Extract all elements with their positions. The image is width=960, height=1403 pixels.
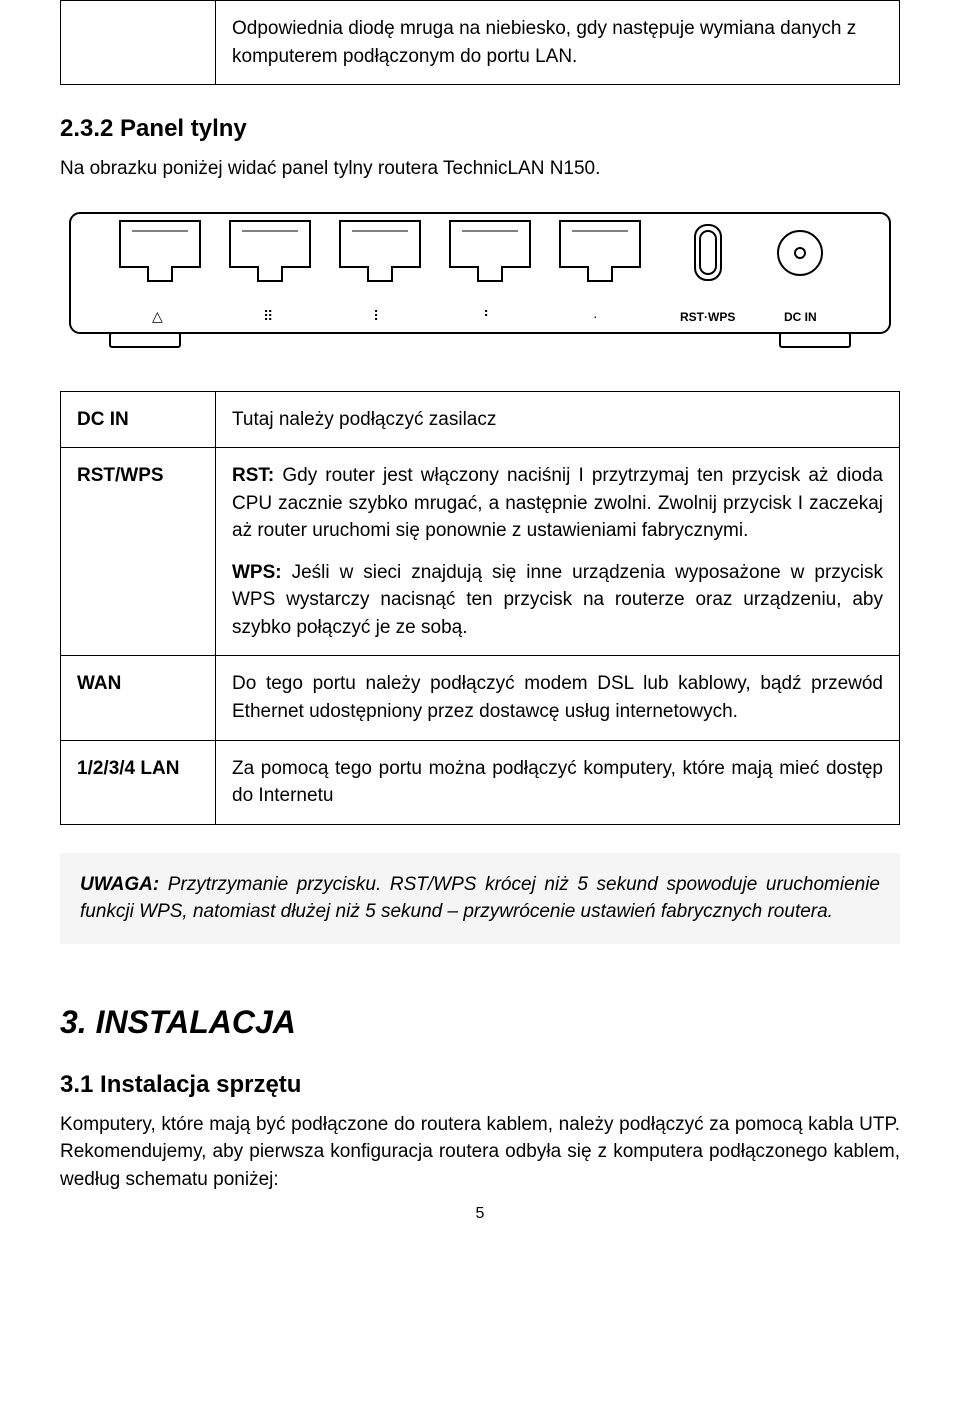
svg-text:RST·WPS: RST·WPS bbox=[680, 310, 735, 324]
dc-in-label: DC IN bbox=[61, 391, 216, 448]
rst-wps-desc: RST: Gdy router jest włączony naciśnij I… bbox=[216, 448, 900, 656]
svg-text:⠃: ⠃ bbox=[483, 308, 493, 324]
wps-bold: WPS: bbox=[232, 562, 282, 583]
svg-text:△: △ bbox=[152, 308, 163, 324]
svg-text:⠇: ⠇ bbox=[373, 308, 383, 324]
lan-desc: Za pomocą tego portu można podłączyć kom… bbox=[216, 740, 900, 824]
section-31-heading: 3.1 Instalacja sprzętu bbox=[60, 1071, 900, 1099]
wps-text: Jeśli w sieci znajdują się inne urządzen… bbox=[232, 562, 883, 638]
rst-text: Gdy router jest włączony naciśnij I przy… bbox=[232, 465, 883, 541]
svg-text:⠿: ⠿ bbox=[263, 308, 273, 324]
table-row: RST/WPS RST: Gdy router jest włączony na… bbox=[61, 448, 900, 656]
note-box: UWAGA: Przytrzymanie przycisku. RST/WPS … bbox=[60, 853, 900, 944]
led-row-desc: Odpowiednia diodę mruga na niebiesko, gd… bbox=[216, 1, 900, 85]
table-row: WAN Do tego portu należy podłączyć modem… bbox=[61, 656, 900, 740]
section-232-heading: 2.3.2 Panel tylny bbox=[60, 115, 900, 143]
svg-text:DC IN: DC IN bbox=[784, 310, 817, 324]
page-number: 5 bbox=[60, 1205, 900, 1223]
router-rear-panel-diagram: △ ⠿ ⠇ ⠃ · RST·WPS DC IN bbox=[60, 203, 900, 363]
wan-desc: Do tego portu należy podłączyć modem DSL… bbox=[216, 656, 900, 740]
led-row-label bbox=[61, 1, 216, 85]
rst-bold: RST: bbox=[232, 465, 274, 486]
table-row: 1/2/3/4 LAN Za pomocą tego portu można p… bbox=[61, 740, 900, 824]
lan-label: 1/2/3/4 LAN bbox=[61, 740, 216, 824]
led-description-table-fragment: Odpowiednia diodę mruga na niebiesko, gd… bbox=[60, 0, 900, 85]
table-row: DC IN Tutaj należy podłączyć zasilacz bbox=[61, 391, 900, 448]
chapter-3-heading: 3. INSTALACJA bbox=[60, 1004, 900, 1041]
section-232-intro: Na obrazku poniżej widać panel tylny rou… bbox=[60, 155, 900, 183]
wan-label: WAN bbox=[61, 656, 216, 740]
section-31-text: Komputery, które mają być podłączone do … bbox=[60, 1111, 900, 1194]
rst-wps-label: RST/WPS bbox=[61, 448, 216, 656]
note-text: Przytrzymanie przycisku. RST/WPS krócej … bbox=[80, 874, 880, 923]
note-label: UWAGA: bbox=[80, 874, 159, 895]
rear-panel-table: DC IN Tutaj należy podłączyć zasilacz RS… bbox=[60, 391, 900, 825]
dc-in-desc: Tutaj należy podłączyć zasilacz bbox=[216, 391, 900, 448]
svg-text:·: · bbox=[593, 308, 598, 324]
